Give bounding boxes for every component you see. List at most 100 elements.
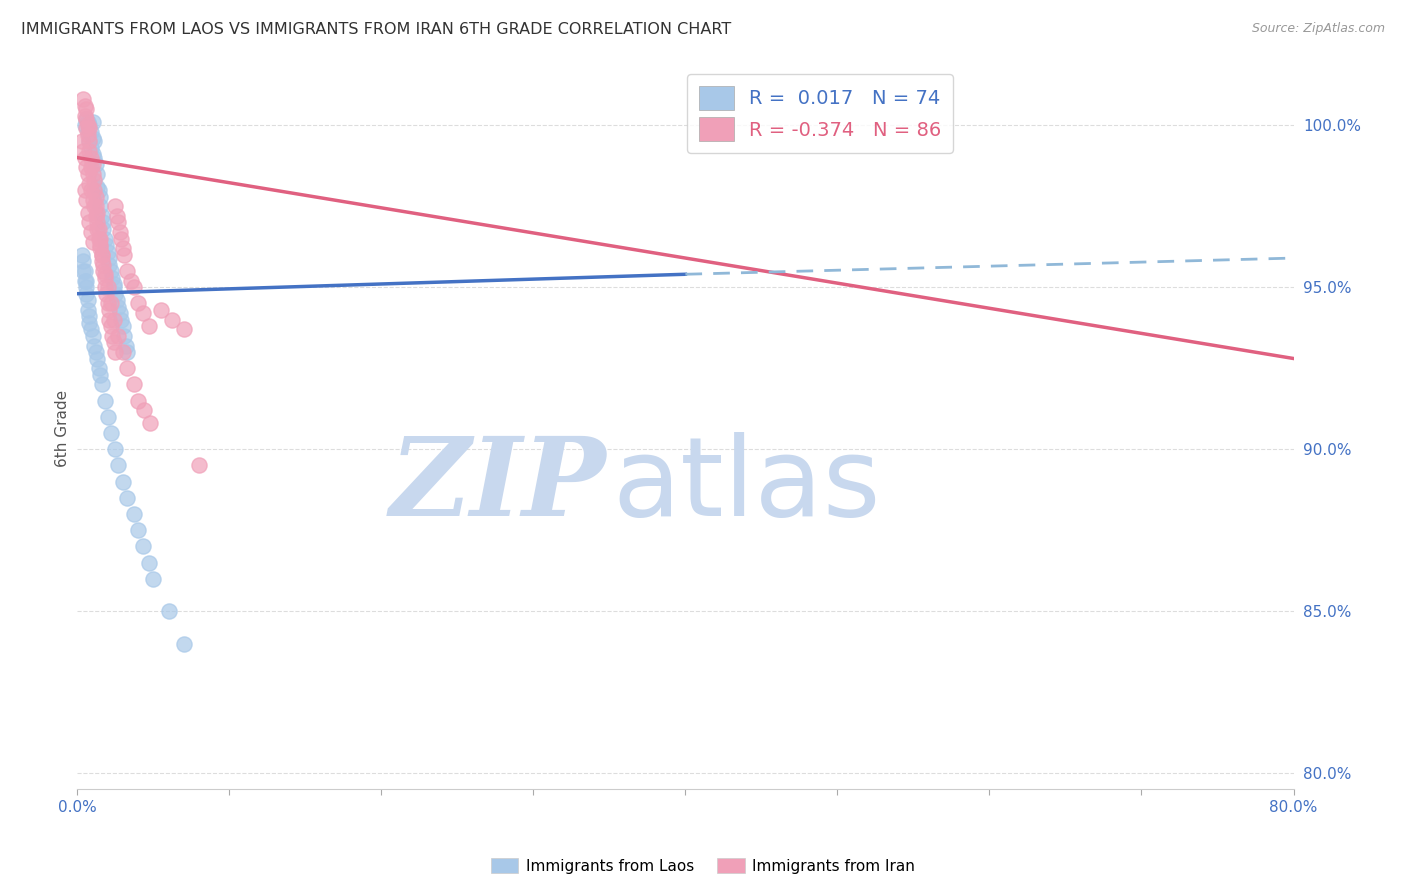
Point [84,157,107,171]
Text: ZIP: ZIP [389,433,606,540]
Point [75,280,97,294]
Point [117,345,139,359]
Point [93,270,115,285]
Point [87,361,110,376]
Point [75,161,97,175]
Point [115,338,138,352]
Point [73,264,96,278]
Legend: R =  0.017   N = 74, R = -0.374   N = 86: R = 0.017 N = 74, R = -0.374 N = 86 [688,74,953,153]
Point [142,572,165,586]
Point [131,540,153,554]
Point [139,417,162,431]
Point [101,270,124,285]
Point [117,491,139,505]
Text: atlas: atlas [613,433,882,540]
Point [80,183,103,197]
Point [91,222,114,236]
Point [79,144,101,158]
Point [103,312,125,326]
Point [72,144,94,158]
Point [83,173,105,187]
Point [149,302,172,317]
Point [90,248,112,262]
Point [87,232,110,246]
Point [114,248,136,262]
Point [79,215,101,229]
Point [98,312,121,326]
Point [93,232,115,246]
Point [111,475,134,489]
Point [107,215,129,229]
Point [83,199,105,213]
Point [84,189,107,203]
Point [134,403,156,417]
Point [79,316,101,330]
Point [75,112,97,126]
Point [117,361,139,376]
Point [86,222,108,236]
Point [75,112,97,126]
Point [107,458,129,473]
Point [160,312,183,326]
Point [82,167,104,181]
Point [80,322,103,336]
Point [73,118,96,132]
Point [120,274,142,288]
Point [117,264,139,278]
Point [105,293,128,308]
Point [82,235,104,249]
Point [80,151,103,165]
Point [73,108,96,122]
Point [98,302,121,317]
Point [100,319,122,334]
Point [79,118,101,132]
Point [86,215,108,229]
Point [104,442,127,457]
Point [73,183,96,197]
Point [75,193,97,207]
Point [96,238,118,252]
Point [110,232,132,246]
Point [104,286,127,301]
Point [173,637,195,651]
Point [73,151,96,165]
Point [93,267,115,281]
Point [73,99,96,113]
Point [79,135,101,149]
Point [73,274,96,288]
Point [70,135,93,149]
Point [138,319,160,334]
Point [114,328,136,343]
Point [91,215,114,229]
Point [90,377,112,392]
Point [122,280,145,294]
Point [98,258,121,272]
Point [101,328,124,343]
Point [108,306,131,320]
Point [82,131,104,145]
Point [111,319,134,334]
Text: IMMIGRANTS FROM LAOS VS IMMIGRANTS FROM IRAN 6TH GRADE CORRELATION CHART: IMMIGRANTS FROM LAOS VS IMMIGRANTS FROM … [21,22,731,37]
Point [89,232,111,246]
Point [77,302,100,317]
Point [107,328,129,343]
Point [100,296,122,310]
Y-axis label: 6th Grade: 6th Grade [55,390,70,467]
Point [82,193,104,207]
Point [89,368,111,382]
Point [97,244,120,259]
Point [100,264,122,278]
Point [122,377,145,392]
Point [157,604,180,618]
Point [100,425,122,440]
Point [111,345,134,359]
Point [75,274,97,288]
Point [84,199,107,213]
Point [79,310,101,324]
Point [77,293,100,308]
Point [90,254,112,268]
Point [70,248,93,262]
Point [127,296,149,310]
Point [77,205,100,219]
Point [82,115,104,129]
